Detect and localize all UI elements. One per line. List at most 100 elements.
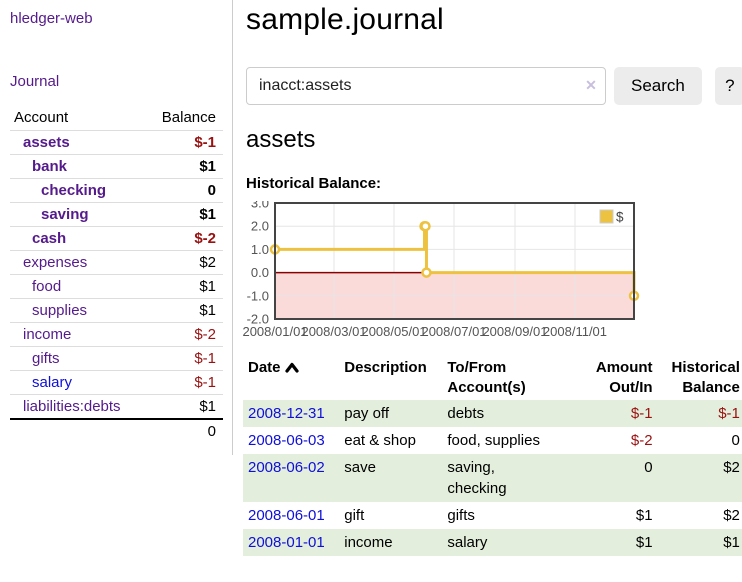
transaction-description: pay off [339, 400, 442, 427]
transaction-accounts: salary [442, 529, 586, 556]
account-link-assets[interactable]: assets [23, 134, 70, 151]
accounts-total-value: 0 [144, 419, 223, 443]
account-link-income[interactable]: income [23, 326, 71, 343]
svg-text:-1.0: -1.0 [247, 288, 269, 303]
account-balance: $-1 [144, 347, 223, 371]
transaction-description: eat & shop [339, 427, 442, 454]
account-row: assets $-1 [10, 131, 223, 155]
transaction-balance: 0 [658, 427, 742, 454]
svg-text:2.0: 2.0 [251, 219, 269, 234]
svg-text:1.0: 1.0 [251, 242, 269, 257]
transaction-amount: 0 [586, 454, 658, 502]
transaction-balance: $-1 [658, 400, 742, 427]
account-link-cash[interactable]: cash [32, 230, 66, 247]
svg-text:2008/01/01: 2008/01/01 [243, 324, 308, 339]
transaction-date-link[interactable]: 2008-01-01 [248, 534, 325, 551]
register-row: 2008-01-01 income salary $1 $1 [243, 529, 742, 556]
account-row: expenses $2 [10, 251, 223, 275]
account-balance: $1 [144, 299, 223, 323]
transaction-amount: $-1 [586, 400, 658, 427]
transaction-balance: $1 [658, 529, 742, 556]
account-balance: 0 [144, 179, 223, 203]
svg-text:3.0: 3.0 [251, 201, 269, 211]
register-row: 2008-12-31 pay off debts $-1 $-1 [243, 400, 742, 427]
account-row: saving $1 [10, 203, 223, 227]
transaction-balance: $2 [658, 454, 742, 502]
svg-text:2008/09/01: 2008/09/01 [482, 324, 547, 339]
svg-text:$: $ [616, 210, 624, 225]
app-brand-link[interactable]: hledger-web [10, 10, 232, 27]
sidebar: hledger-web Journal Account Balance asse… [0, 0, 233, 455]
svg-text:2008/07/01: 2008/07/01 [421, 324, 486, 339]
account-balance: $-2 [144, 227, 223, 251]
transaction-description: gift [339, 502, 442, 529]
register-row: 2008-06-01 gift gifts $1 $2 [243, 502, 742, 529]
register-row: 2008-06-03 eat & shop food, supplies $-2… [243, 427, 742, 454]
search-input[interactable] [246, 67, 606, 105]
accounts-col-account: Account [10, 107, 144, 131]
register-col-balance: Historical Balance [658, 356, 742, 400]
register-col-amount: Amount Out/In [586, 356, 658, 400]
search-button[interactable]: Search [614, 67, 702, 105]
transaction-accounts: food, supplies [442, 427, 586, 454]
account-link-supplies[interactable]: supplies [32, 302, 87, 319]
account-row: gifts $-1 [10, 347, 223, 371]
account-link-checking[interactable]: checking [41, 182, 106, 199]
svg-text:0.0: 0.0 [251, 265, 269, 280]
sidebar-item-journal[interactable]: Journal [10, 73, 232, 90]
accounts-col-balance: Balance [144, 107, 223, 131]
account-row: cash $-2 [10, 227, 223, 251]
account-balance: $2 [144, 251, 223, 275]
transaction-date-link[interactable]: 2008-06-03 [248, 432, 325, 449]
account-balance: $-1 [144, 131, 223, 155]
chart-label: Historical Balance: [246, 175, 742, 192]
transaction-date-link[interactable]: 2008-12-31 [248, 405, 325, 422]
transaction-accounts: debts [442, 400, 586, 427]
account-balance: $1 [144, 275, 223, 299]
help-button[interactable]: ? [715, 67, 742, 105]
transaction-amount: $-2 [586, 427, 658, 454]
account-row: food $1 [10, 275, 223, 299]
register-col-date[interactable]: Date [243, 356, 339, 400]
account-row: liabilities:debts $1 [10, 395, 223, 420]
account-link-salary[interactable]: salary [32, 374, 72, 391]
account-balance: $1 [144, 395, 223, 420]
search-form: ✕ Search ? [246, 67, 742, 105]
chart-canvas: 3.02.01.00.0-1.0-2.02008/01/012008/03/01… [243, 201, 643, 343]
account-balance: $-2 [144, 323, 223, 347]
accounts-total-row: 0 [10, 419, 223, 443]
account-row: bank $1 [10, 155, 223, 179]
account-heading: assets [246, 126, 742, 154]
transaction-description: save [339, 454, 442, 502]
account-link-expenses[interactable]: expenses [23, 254, 87, 271]
account-row: salary $-1 [10, 371, 223, 395]
account-row: income $-2 [10, 323, 223, 347]
svg-text:2008/11/01: 2008/11/01 [543, 324, 607, 339]
historical-balance-chart: 3.02.01.00.0-1.0-2.02008/01/012008/03/01… [243, 201, 742, 343]
account-link-liabilities-debts[interactable]: liabilities:debts [23, 398, 121, 415]
transaction-accounts: saving, checking [442, 454, 586, 502]
account-link-saving[interactable]: saving [41, 206, 89, 223]
svg-text:2008/05/01: 2008/05/01 [361, 324, 426, 339]
clear-search-icon[interactable]: ✕ [582, 77, 600, 94]
account-link-food[interactable]: food [32, 278, 61, 295]
transaction-amount: $1 [586, 529, 658, 556]
svg-text:2008/03/01: 2008/03/01 [301, 324, 366, 339]
account-row: supplies $1 [10, 299, 223, 323]
transaction-balance: $2 [658, 502, 742, 529]
main-content: sample.journal ✕ Search ? assets Histori… [233, 0, 742, 556]
transaction-date-link[interactable]: 2008-06-01 [248, 507, 325, 524]
account-row: checking 0 [10, 179, 223, 203]
transaction-date-link[interactable]: 2008-06-02 [248, 459, 325, 476]
register-row: 2008-06-02 save saving, checking 0 $2 [243, 454, 742, 502]
account-link-gifts[interactable]: gifts [32, 350, 60, 367]
sort-ascending-icon [285, 359, 299, 379]
register-col-account: To/From Account(s) [442, 356, 586, 400]
transaction-amount: $1 [586, 502, 658, 529]
account-balance: $-1 [144, 371, 223, 395]
account-balance: $1 [144, 155, 223, 179]
account-balance: $1 [144, 203, 223, 227]
register-table: Date Description To/From Account(s) Amou… [243, 356, 742, 556]
transaction-accounts: gifts [442, 502, 586, 529]
account-link-bank[interactable]: bank [32, 158, 67, 175]
